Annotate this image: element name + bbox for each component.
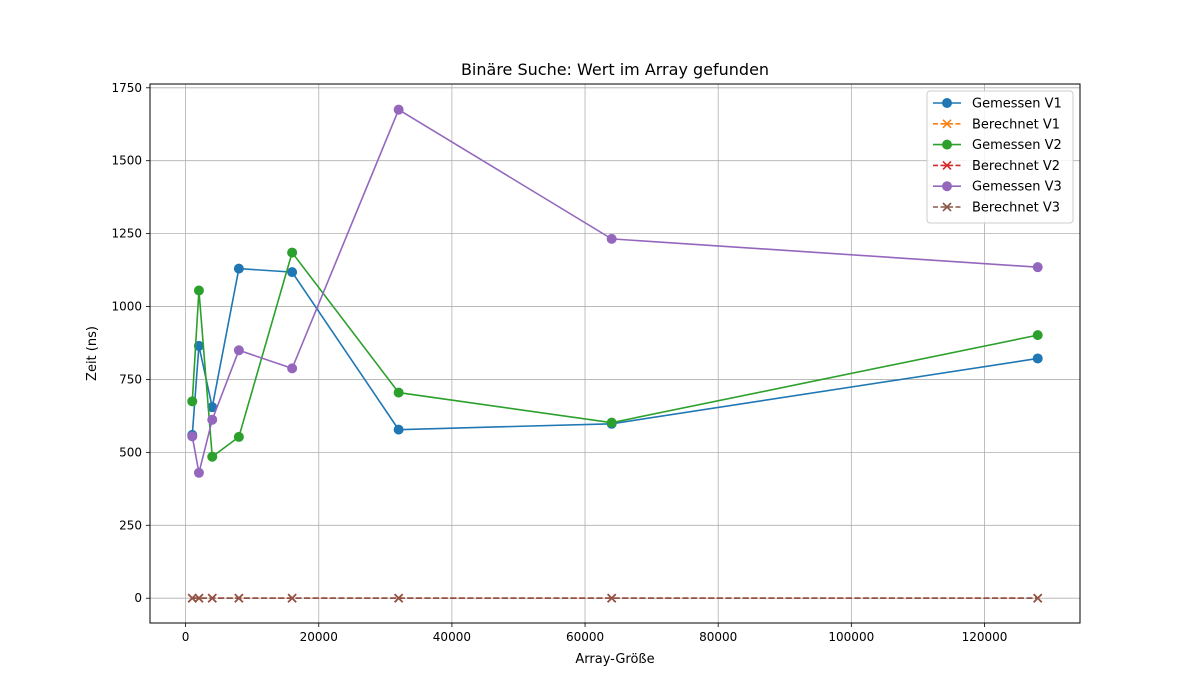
series-line-gemessen-v1	[191, 267, 1038, 435]
legend-marker	[942, 98, 952, 108]
legend-marker	[942, 160, 952, 170]
data-point-gemessen-v1	[393, 424, 404, 435]
legend-marker	[942, 139, 952, 150]
x-axis-label: Array-Größe	[575, 652, 654, 667]
data-point-berechnet-v3	[194, 593, 204, 603]
legend-label: Berechnet V2	[972, 159, 1060, 174]
x-tick-label: 100000	[828, 630, 874, 644]
data-point-berechnet-v3-stroke-b	[187, 593, 197, 603]
y-axis-label: Zeit (ns)	[85, 326, 100, 381]
y-tick-label: 0	[134, 591, 142, 605]
series-gemessen-v2	[187, 247, 1043, 462]
data-point-gemessen-v2	[287, 247, 298, 258]
data-point-gemessen-v2	[1032, 330, 1043, 341]
data-point-berechnet-v3-stroke-b	[607, 593, 617, 603]
legend-entry-gemessen-v1: Gemessen V1	[933, 97, 1062, 112]
data-point-gemessen-v2	[393, 387, 404, 398]
legend-entry-berechnet-v3: Berechnet V3	[933, 201, 1060, 216]
chart-title: Binäre Suche: Wert im Array gefunden	[461, 60, 769, 79]
data-point-berechnet-v3	[287, 593, 297, 603]
data-point-gemessen-v3	[1032, 262, 1043, 273]
data-point-berechnet-v3	[187, 593, 197, 603]
grid	[150, 84, 1080, 623]
legend-label: Berechnet V1	[972, 117, 1060, 132]
legend-label: Gemessen V1	[972, 97, 1062, 112]
legend-entry-berechnet-v1: Berechnet V1	[933, 117, 1060, 132]
data-point-berechnet-v3	[207, 593, 217, 603]
legend-box	[926, 90, 1074, 224]
data-point-berechnet-v3	[234, 593, 244, 603]
data-point-berechnet-v3	[394, 593, 404, 603]
y-tick-label: 1250	[111, 227, 142, 241]
series-gemessen-v3	[187, 104, 1043, 478]
data-point-gemessen-v3	[287, 363, 298, 374]
axis-ticks: 0 20000 40000 60000 80000 100000 120000 0 250 500…	[111, 81, 1007, 644]
series-line-gemessen-v3	[191, 108, 1038, 473]
y-tick-label: 750	[119, 372, 142, 386]
data-point-gemessen-v1	[287, 267, 298, 278]
legend-entry-gemessen-v2: Gemessen V2	[933, 138, 1062, 153]
x-tick-label: 0	[182, 630, 190, 644]
data-point-gemessen-v2	[207, 451, 218, 462]
data-point-gemessen-v2	[606, 417, 617, 428]
data-point-berechnet-v3	[1033, 593, 1043, 603]
data-point-berechnet-v3	[607, 593, 617, 603]
data-point-gemessen-v3	[393, 104, 404, 115]
data-point-gemessen-v3	[193, 467, 204, 478]
series-layer	[187, 104, 1043, 603]
data-point-gemessen-v3	[233, 345, 244, 356]
data-point-gemessen-v3	[207, 414, 218, 425]
data-point-berechnet-v3-stroke-b	[194, 593, 204, 603]
series-berechnet-v3	[187, 593, 1043, 603]
data-point-berechnet-v3-stroke-b	[287, 593, 297, 603]
x-tick-label: 120000	[962, 630, 1008, 644]
y-tick-label: 1750	[111, 81, 142, 95]
data-point-gemessen-v2	[193, 285, 204, 296]
data-point-berechnet-v3-stroke-b	[1033, 593, 1043, 603]
data-point-berechnet-v3-stroke-b	[207, 593, 217, 603]
legend: Gemessen V1 Berechnet V1 Gemessen V2 Berech…	[926, 90, 1074, 224]
data-point-gemessen-v1	[233, 263, 244, 274]
legend-marker-stroke-b	[942, 160, 952, 170]
series-gemessen-v1	[187, 263, 1043, 440]
y-tick-label: 1500	[111, 154, 142, 168]
legend-marker	[942, 119, 952, 129]
x-tick-label: 60000	[566, 630, 604, 644]
data-point-gemessen-v2	[187, 396, 198, 407]
y-tick-label: 500	[119, 445, 142, 459]
data-point-gemessen-v2	[233, 431, 244, 442]
data-point-berechnet-v3-stroke-b	[394, 593, 404, 603]
data-point-gemessen-v1	[1032, 353, 1043, 364]
data-point-gemessen-v3	[187, 431, 198, 442]
x-tick-label: 80000	[699, 630, 737, 644]
legend-entry-berechnet-v2: Berechnet V2	[933, 159, 1060, 174]
legend-label: Berechnet V3	[972, 201, 1060, 216]
plot-frame	[149, 83, 1081, 624]
legend-label: Gemessen V3	[972, 180, 1062, 195]
y-tick-label: 250	[119, 518, 142, 532]
legend-marker-stroke-b	[942, 202, 952, 212]
x-tick-label: 20000	[300, 630, 338, 644]
legend-entry-gemessen-v3: Gemessen V3	[933, 180, 1062, 195]
legend-marker-stroke-b	[942, 119, 952, 129]
data-point-berechnet-v3-stroke-b	[234, 593, 244, 603]
legend-marker	[942, 202, 952, 212]
legend-marker	[942, 181, 952, 192]
series-line-gemessen-v2	[191, 250, 1038, 459]
x-tick-label: 40000	[433, 630, 471, 644]
legend-label: Gemessen V2	[972, 138, 1062, 153]
data-point-gemessen-v3	[606, 233, 617, 244]
y-tick-label: 1000	[111, 300, 142, 314]
